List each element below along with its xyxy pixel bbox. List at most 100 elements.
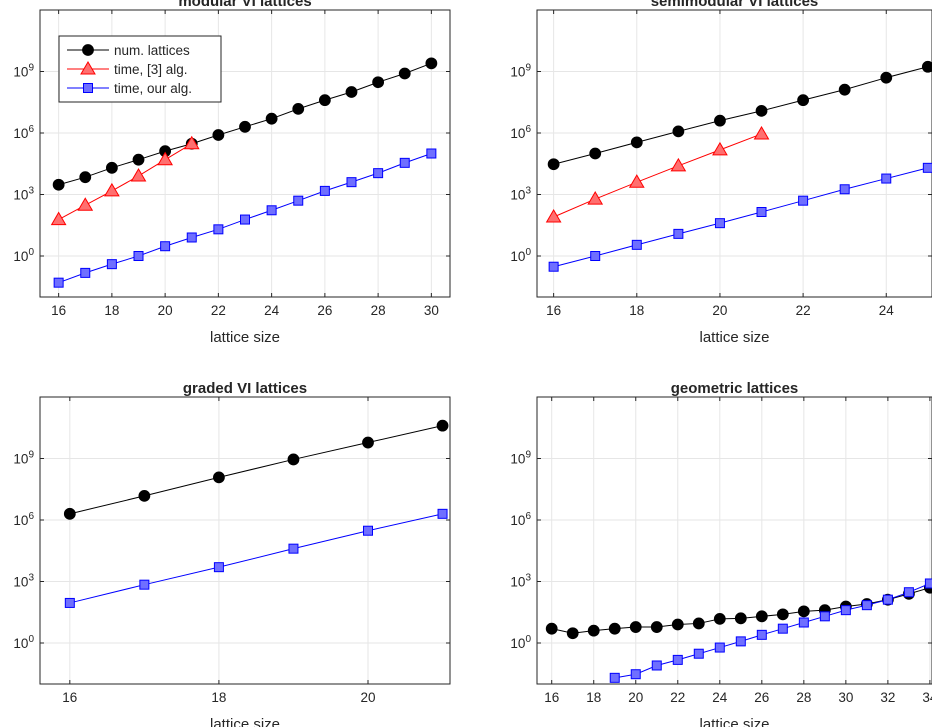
series-line-time-our-alg bbox=[553, 167, 928, 268]
data-point-num-lattices bbox=[547, 158, 560, 171]
x-tick-label: 18 bbox=[586, 690, 601, 705]
series-group bbox=[545, 60, 932, 272]
y-tick-label: 109 bbox=[13, 450, 34, 467]
data-point-time-our-alg bbox=[266, 205, 277, 216]
data-point-time-3-alg bbox=[587, 191, 604, 205]
x-tick-label: 20 bbox=[360, 690, 375, 705]
axes-box bbox=[536, 9, 932, 298]
chart-title: modular VI lattices bbox=[178, 0, 311, 10]
x-tick-label: 24 bbox=[712, 690, 728, 705]
y-tick-label: 100 bbox=[13, 634, 34, 651]
data-point-num-lattices bbox=[714, 114, 726, 127]
x-tick-label: 18 bbox=[211, 690, 226, 705]
axes-box bbox=[536, 396, 932, 685]
data-point-num-lattices bbox=[425, 57, 438, 70]
x-tick-label: 26 bbox=[317, 303, 332, 318]
data-point-time-our-alg bbox=[903, 587, 914, 598]
legend-label: time, our alg. bbox=[114, 81, 192, 96]
data-point-num-lattices bbox=[734, 612, 747, 625]
data-point-num-lattices bbox=[63, 507, 76, 520]
data-point-time-our-alg bbox=[288, 543, 299, 554]
data-point-num-lattices bbox=[921, 60, 932, 73]
data-point-time-our-alg bbox=[630, 669, 641, 680]
data-point-time-our-alg bbox=[798, 617, 809, 628]
y-tick-label: 100 bbox=[13, 247, 34, 264]
data-point-num-lattices bbox=[362, 436, 374, 449]
y-tick-label: 103 bbox=[510, 573, 531, 590]
data-point-num-lattices bbox=[292, 102, 305, 115]
x-tick-label: 32 bbox=[880, 690, 895, 705]
series-group bbox=[50, 57, 438, 288]
data-point-time-our-alg bbox=[373, 168, 384, 179]
x-tick-label: 22 bbox=[670, 690, 685, 705]
data-point-time-our-alg bbox=[777, 623, 788, 634]
data-point-time-our-alg bbox=[861, 600, 872, 611]
data-point-time-our-alg bbox=[590, 251, 601, 261]
data-point-time-our-alg bbox=[64, 597, 75, 608]
data-point-time-3-alg bbox=[628, 174, 645, 188]
data-point-time-our-alg bbox=[133, 251, 144, 261]
data-point-num-lattices bbox=[629, 621, 642, 633]
data-point-time-our-alg bbox=[714, 642, 725, 653]
x-axis-label: lattice size bbox=[210, 716, 280, 727]
data-point-time-our-alg bbox=[756, 207, 767, 218]
x-tick-label: 16 bbox=[544, 690, 559, 705]
data-point-time-our-alg bbox=[213, 224, 224, 235]
data-point-time-our-alg bbox=[714, 218, 725, 229]
legend-label: time, [3] alg. bbox=[114, 62, 188, 77]
series-line-time-our-alg bbox=[69, 513, 443, 604]
data-point-time-our-alg bbox=[735, 636, 746, 647]
x-tick-label: 18 bbox=[104, 303, 119, 318]
chart-title: graded VI lattices bbox=[183, 380, 307, 397]
data-point-num-lattices bbox=[587, 624, 600, 637]
x-tick-label: 16 bbox=[62, 690, 77, 705]
data-point-num-lattices bbox=[79, 171, 92, 184]
data-point-time-our-alg bbox=[240, 214, 250, 225]
data-point-time-our-alg bbox=[609, 672, 620, 683]
series-group bbox=[545, 578, 932, 683]
data-point-time-our-alg bbox=[651, 660, 662, 671]
data-point-num-lattices bbox=[608, 622, 621, 635]
data-point-time-our-alg bbox=[53, 277, 64, 288]
x-tick-label: 16 bbox=[546, 303, 561, 318]
data-point-time-our-alg bbox=[293, 195, 304, 206]
plot-area bbox=[40, 397, 450, 684]
x-tick-label: 22 bbox=[796, 303, 811, 318]
data-point-time-our-alg bbox=[798, 195, 809, 206]
chart-panel-3: 16 18 20 100 103 106 109 graded VI lattices latt… bbox=[13, 380, 451, 727]
data-point-num-lattices bbox=[318, 94, 331, 107]
x-tick-label: 20 bbox=[158, 303, 173, 318]
y-tick-label: 106 bbox=[510, 124, 531, 141]
data-point-time-our-alg bbox=[426, 148, 437, 159]
series-group bbox=[63, 419, 449, 608]
series-line-time-3-alg bbox=[553, 133, 762, 218]
x-tick-label: 18 bbox=[629, 303, 644, 318]
legend: num. lattices time, [3] alg. time, our alg… bbox=[58, 35, 222, 103]
data-point-time-our-alg bbox=[882, 594, 893, 605]
axes-box bbox=[39, 396, 451, 685]
data-point-num-lattices bbox=[713, 612, 726, 625]
data-point-time-3-alg bbox=[157, 151, 173, 166]
data-point-time-3-alg bbox=[753, 125, 770, 140]
x-tick-label: 22 bbox=[211, 303, 226, 318]
data-point-time-our-alg bbox=[756, 629, 767, 640]
data-point-time-3-alg bbox=[77, 197, 94, 211]
x-tick-label: 28 bbox=[371, 303, 386, 318]
data-point-num-lattices bbox=[671, 618, 684, 631]
data-point-time-3-alg bbox=[130, 167, 147, 182]
data-point-num-lattices bbox=[566, 627, 579, 640]
data-point-num-lattices bbox=[213, 471, 225, 484]
chart-title: geometric lattices bbox=[671, 380, 799, 397]
data-point-time-our-alg bbox=[922, 162, 932, 173]
data-point-num-lattices bbox=[776, 608, 789, 621]
legend-marker-time-3-alg bbox=[80, 61, 96, 75]
data-point-time-3-alg bbox=[50, 211, 67, 226]
y-tick-label: 103 bbox=[510, 186, 531, 203]
plot-area bbox=[537, 397, 932, 684]
data-point-time-our-alg bbox=[106, 259, 117, 270]
data-point-time-our-alg bbox=[839, 184, 850, 195]
data-point-num-lattices bbox=[755, 104, 768, 117]
data-point-num-lattices bbox=[398, 67, 411, 80]
data-point-time-3-alg bbox=[183, 135, 200, 150]
data-point-num-lattices bbox=[589, 147, 602, 160]
